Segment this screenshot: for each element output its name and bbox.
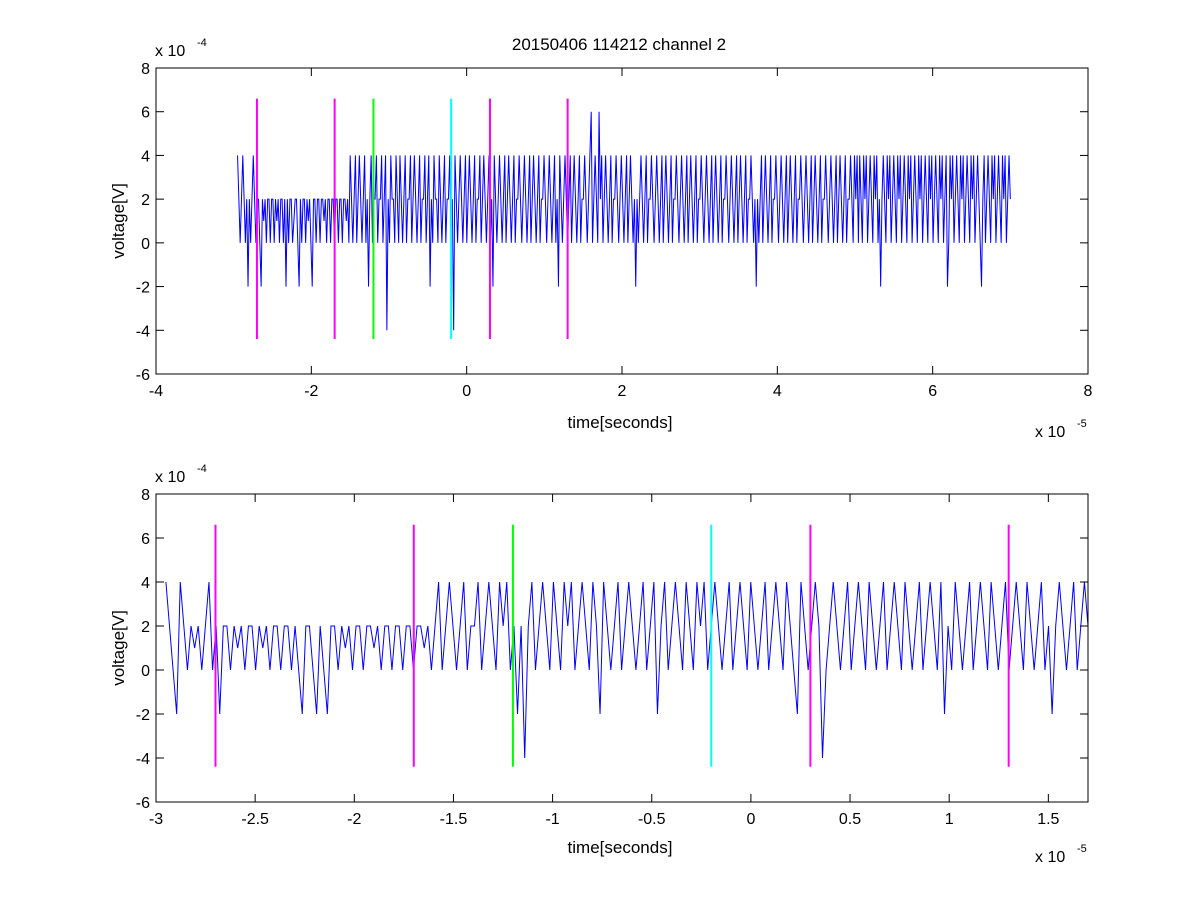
plot-frame	[155, 493, 1089, 803]
chart-top: 20150406 114212 channel 2 x 10 -4 -4 -2 0 2…	[109, 35, 1093, 441]
y-axis: -6 -4 -2 0 2 4 6 8	[136, 487, 1088, 812]
x-tick-label: -1	[545, 811, 559, 828]
markers-group	[255, 98, 569, 340]
x-tick-label: -3	[149, 811, 163, 828]
x-axis-label: time[seconds]	[568, 838, 673, 857]
y-multiplier-bottom: x 10 -4	[155, 463, 207, 486]
x-tick-label: 1	[945, 811, 954, 828]
x-axis: -3 -2.5 -2 -1.5 -1 -0.5 0 0.5 1 1.5	[149, 494, 1060, 828]
y-tick-label: 2	[141, 619, 150, 636]
series-line	[237, 111, 1011, 331]
x-tick-label: -0.5	[638, 811, 666, 828]
y-tick-label: -2	[136, 707, 150, 724]
x-tick-label: 0.5	[839, 811, 861, 828]
y-tick-label: -6	[136, 367, 150, 384]
y-tick-label: 0	[141, 236, 150, 253]
x-tick-label: 1.5	[1037, 811, 1059, 828]
y-tick-label: 6	[141, 105, 150, 122]
y-tick-label: -6	[136, 795, 150, 812]
chart-bottom: x 10 -4 -3 -2.5 -2 -1.5 -1 -0.5 0 0.5 1 1.5 -6-4-…	[109, 463, 1089, 866]
x-tick-label: 0	[746, 811, 755, 828]
x-axis-label: time[seconds]	[568, 413, 673, 432]
x-tick-label: -4	[149, 383, 163, 400]
y-tick-label: -2	[136, 280, 150, 297]
markers-group	[214, 524, 1010, 767]
y-multiplier-top: x 10 -4	[155, 37, 207, 60]
x-multiplier-exponent: -5	[1077, 418, 1087, 430]
x-tick-label: 2	[618, 383, 627, 400]
series-line	[165, 581, 1089, 759]
series-group	[237, 111, 1011, 331]
chart-title: 20150406 114212 channel 2	[512, 35, 726, 54]
y-axis-label: voltage[V]	[109, 183, 128, 259]
x-tick-label: 8	[1084, 383, 1093, 400]
y-multiplier-exponent: -4	[197, 463, 207, 475]
x-tick-label: -2.5	[241, 811, 269, 828]
y-multiplier-exponent: -4	[197, 37, 207, 49]
y-tick-label: 6	[141, 531, 150, 548]
y-tick-label: -4	[136, 751, 150, 768]
x-tick-label: 6	[928, 383, 937, 400]
series-group	[165, 581, 1089, 759]
y-tick-label: 8	[141, 487, 150, 504]
y-tick-label: 4	[141, 575, 150, 592]
y-tick-label: 8	[141, 61, 150, 78]
y-tick-label: 0	[141, 663, 150, 680]
x-tick-label: -1.5	[440, 811, 468, 828]
y-axis: -6 -4 -2 0 2 4 6 8	[136, 61, 1088, 384]
x-multiplier-base: x 10	[1035, 424, 1065, 441]
x-axis: -4 -2 0 2 4 6 8	[149, 68, 1093, 400]
y-tick-label: 4	[141, 148, 150, 165]
x-multiplier-bottom: x 10 -5	[1035, 843, 1087, 866]
x-multiplier-exponent: -5	[1077, 843, 1087, 855]
x-tick-label: -2	[304, 383, 318, 400]
x-tick-label: 4	[773, 383, 782, 400]
x-tick-label: 0	[462, 383, 471, 400]
x-multiplier-base: x 10	[1035, 849, 1065, 866]
x-multiplier-top: x 10 -5	[1035, 418, 1087, 441]
y-axis-label: voltage[V]	[109, 610, 128, 686]
y-multiplier-base: x 10	[155, 43, 185, 60]
x-tick-label: -2	[347, 811, 361, 828]
y-tick-label: -4	[136, 323, 150, 340]
y-multiplier-base: x 10	[155, 469, 185, 486]
y-tick-label: 2	[141, 192, 150, 209]
